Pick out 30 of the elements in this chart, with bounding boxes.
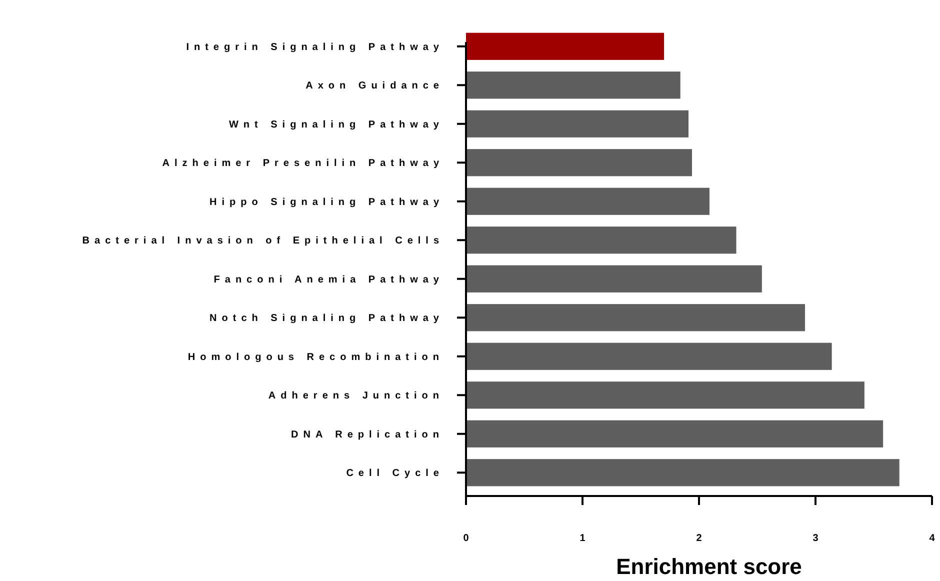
bar [466,149,692,176]
x-tick-label: 3 [812,533,819,544]
bar [466,459,900,486]
y-tick-label: Wnt Signaling Pathway [228,119,444,130]
x-axis-title: Enrichment score [616,554,802,579]
y-tick-label: Bacterial Invasion of Epithelial Cells [82,236,444,247]
x-tick-label: 0 [463,533,470,544]
y-tick-label: Notch Signaling Pathway [210,313,444,324]
bar [466,188,710,215]
bar [466,304,806,332]
bar [466,342,832,370]
bar [466,72,680,99]
bar [466,265,762,292]
x-tick-label: 2 [696,533,702,544]
bar [466,110,689,138]
y-tick-label: Hippo Signaling Pathway [210,196,444,208]
y-tick-label: Homologous Recombination [188,352,444,363]
y-tick-label: Integrin Signaling Pathway [186,42,444,53]
y-tick-label: Cell Cycle [346,468,444,480]
y-tick-label: Adherens Junction [268,390,444,402]
bar [466,32,664,60]
x-tick-label: 4 [929,533,936,544]
y-tick-label: Alzheimer Presenilin Pathway [162,158,444,170]
bar [466,382,864,409]
y-tick-label: Axon Guidance [306,80,444,92]
y-tick-label: DNA Replication [291,429,444,440]
x-tick-label: 1 [580,533,586,544]
bar [466,420,884,448]
bar [466,226,736,254]
y-tick-label: Fanconi Anemia Pathway [214,274,444,286]
